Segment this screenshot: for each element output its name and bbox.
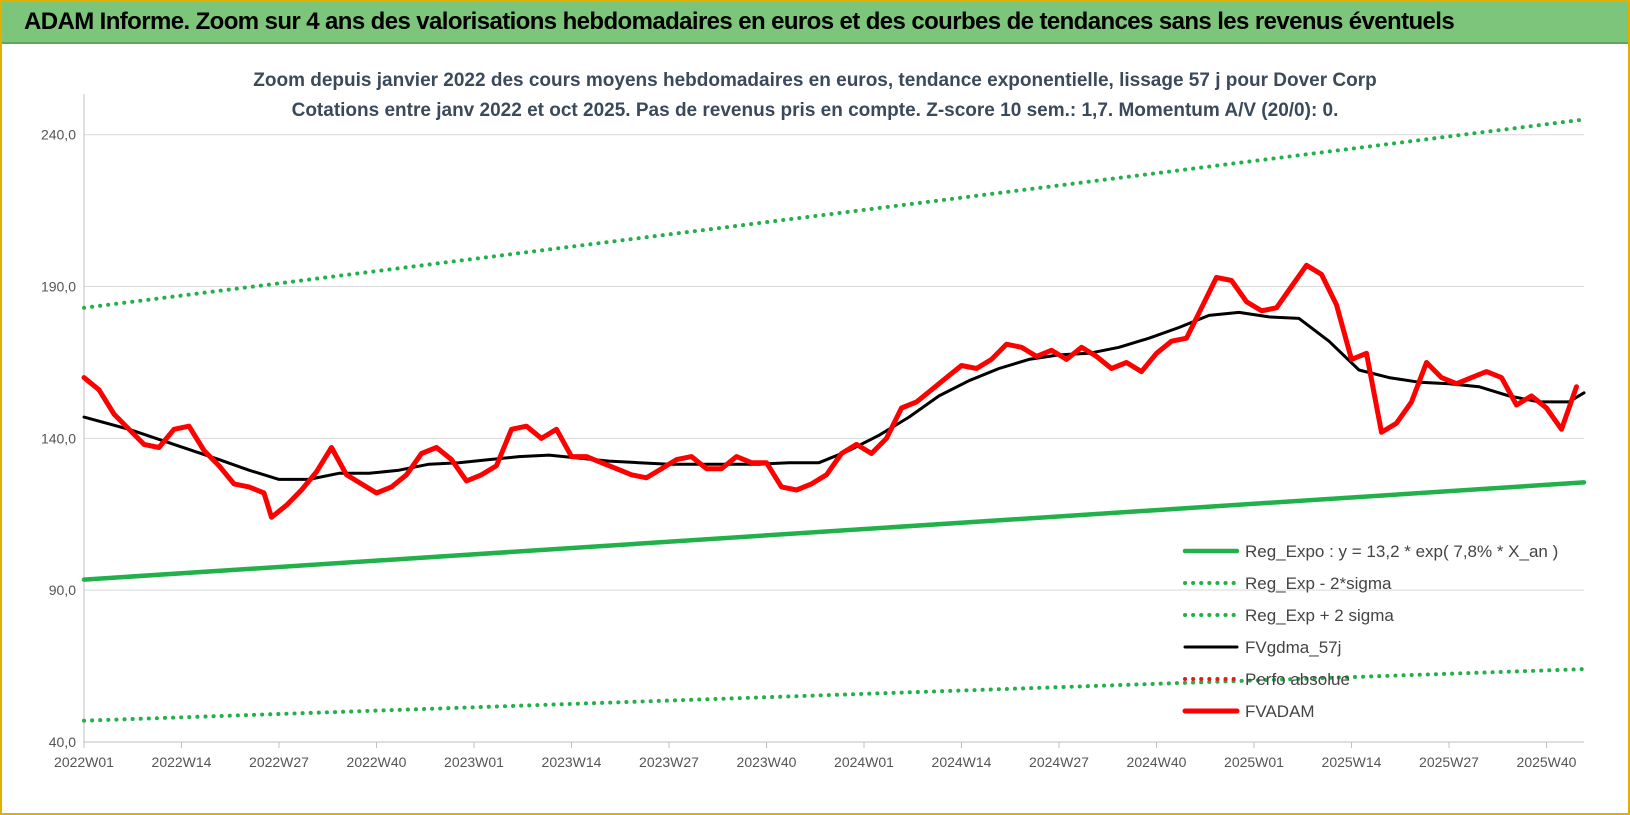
x-tick-label: 2022W27 <box>249 754 309 770</box>
y-tick-label: 190,0 <box>41 279 76 295</box>
report-title: ADAM Informe. Zoom sur 4 ans des valoris… <box>24 8 1455 35</box>
series-line-3 <box>82 310 1586 481</box>
x-tick-label: 2022W14 <box>152 754 212 770</box>
y-tick-label: 140,0 <box>41 430 76 446</box>
x-tick-label: 2024W14 <box>932 754 992 770</box>
legend-label: Reg_Expo : y = 13,2 * exp( 7,8% * X_an ) <box>1245 542 1558 561</box>
x-tick-label: 2023W14 <box>542 754 602 770</box>
x-tick-label: 2024W27 <box>1029 754 1089 770</box>
legend-label: Perfo absolue <box>1245 670 1350 689</box>
x-tick-label: 2022W01 <box>54 754 114 770</box>
chart-subtitle: Cotations entre janv 2022 et oct 2025. P… <box>292 100 1339 121</box>
gridlines <box>84 134 1584 743</box>
x-tick-label: 2023W01 <box>444 754 504 770</box>
series-line-1 <box>82 667 1586 723</box>
x-tick-label: 2025W14 <box>1322 754 1382 770</box>
legend: Reg_Expo : y = 13,2 * exp( 7,8% * X_an )… <box>1182 542 1558 721</box>
series-line-2 <box>82 117 1586 310</box>
series-line-0 <box>81 480 1587 582</box>
x-tick-label: 2025W27 <box>1419 754 1479 770</box>
y-tick-label: 240,0 <box>41 127 76 143</box>
legend-label: Reg_Exp - 2*sigma <box>1245 574 1392 593</box>
x-tick-label: 2024W01 <box>834 754 894 770</box>
x-tick-label: 2025W01 <box>1224 754 1284 770</box>
series-lines <box>81 117 1587 723</box>
x-tick-label: 2025W40 <box>1517 754 1577 770</box>
legend-label: FVADAM <box>1245 702 1315 721</box>
axes: 40,0 90,0 140,0 190,0 240,0 2022W01 2022W14 202… <box>41 94 1584 770</box>
x-tick-label: 2024W40 <box>1127 754 1187 770</box>
legend-label: FVgdma_57j <box>1245 638 1341 657</box>
x-tick-label: 2023W27 <box>639 754 699 770</box>
header-bar: ADAM Informe. Zoom sur 4 ans des valoris… <box>2 2 1628 44</box>
y-tick-label: 90,0 <box>49 582 76 598</box>
chart-title: Zoom depuis janvier 2022 des cours moyen… <box>253 70 1376 91</box>
y-tick-label: 40,0 <box>49 734 76 750</box>
x-tick-label: 2022W40 <box>347 754 407 770</box>
series-line-5 <box>81 262 1579 520</box>
x-tick-label: 2023W40 <box>737 754 797 770</box>
legend-label: Reg_Exp + 2 sigma <box>1245 606 1394 625</box>
